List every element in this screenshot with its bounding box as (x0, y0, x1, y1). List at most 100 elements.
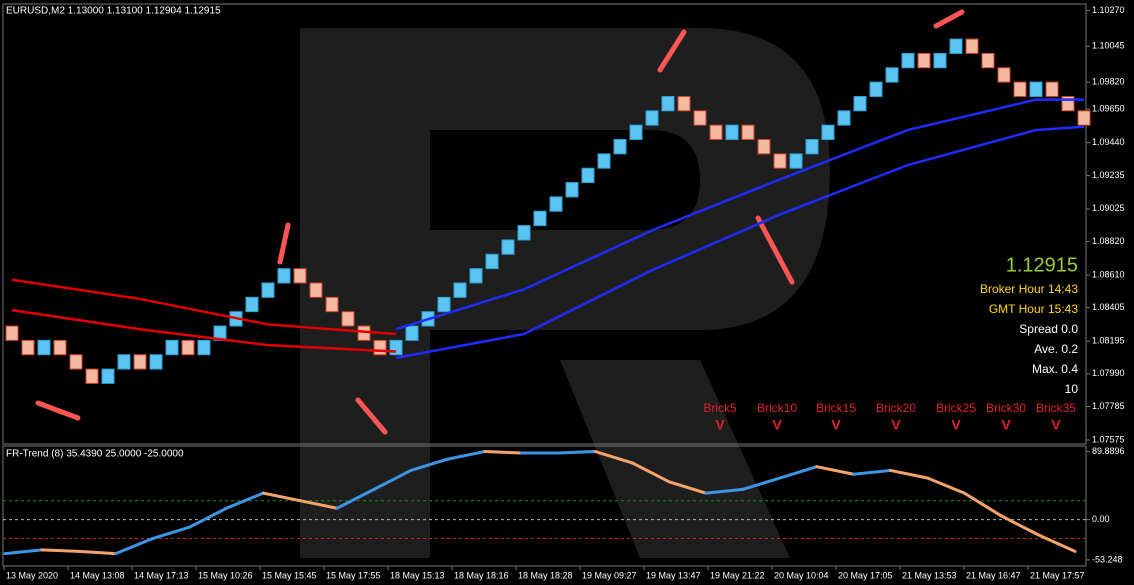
last-price: 1.12915 (1006, 254, 1078, 276)
brick-label: Brick10 (757, 401, 797, 415)
down-brick (21, 339, 35, 356)
up-brick (245, 296, 259, 313)
moving-average (11, 278, 397, 336)
down-brick (69, 354, 83, 370)
info-line: Max. 0.4 (1032, 362, 1078, 376)
y-tick-label: 1.07990 (1092, 368, 1125, 378)
y-tick-label: 1.08195 (1092, 336, 1125, 346)
moving-average (395, 98, 1084, 331)
down-brick (341, 311, 355, 327)
x-tick-label: 20 May 10:04 (774, 570, 829, 580)
down-brick (677, 95, 691, 112)
up-brick (837, 110, 851, 126)
up-brick (629, 124, 643, 141)
up-brick (117, 354, 131, 370)
up-brick (581, 167, 595, 184)
up-brick (821, 124, 835, 141)
indicator-segment (335, 487, 376, 510)
up-brick (549, 196, 563, 212)
y-tick-label: 1.07785 (1092, 401, 1125, 411)
down-brick (917, 52, 931, 69)
up-brick (597, 153, 611, 169)
down-brick (1013, 81, 1027, 97)
indicator-panel (2, 445, 1087, 567)
y-tick-label: -53.248 (1092, 554, 1123, 564)
up-brick (261, 282, 275, 298)
down-brick (709, 124, 723, 141)
up-brick (613, 139, 627, 155)
indicator-segment (667, 480, 708, 495)
down-brick (309, 282, 323, 298)
x-tick-label: 14 May 13:08 (70, 570, 125, 580)
down-brick (325, 296, 339, 313)
up-brick (645, 110, 659, 126)
info-line: Ave. 0.2 (1034, 342, 1078, 356)
down-brick (693, 110, 707, 126)
y-tick-label: 1.09650 (1092, 104, 1125, 114)
indicator-segment (446, 450, 487, 461)
up-brick (501, 239, 515, 255)
info-line: Spread 0.0 (1019, 322, 1078, 336)
y-tick-label: 1.09235 (1092, 170, 1125, 180)
brick-label: Brick30 (986, 401, 1026, 415)
indicator-segment (889, 468, 929, 480)
x-tick-label: 13 May 2020 (6, 570, 58, 580)
x-tick-label: 18 May 18:16 (454, 570, 509, 580)
brick-mark: V (1051, 417, 1061, 433)
y-tick-label: 1.09025 (1092, 203, 1125, 213)
up-brick (37, 339, 51, 356)
indicator-segment (1036, 533, 1077, 553)
indicator-segment (962, 491, 1003, 518)
x-tick-label: 15 May 15:45 (262, 570, 317, 580)
indicator-segment (3, 548, 44, 556)
down-brick (357, 325, 371, 341)
up-brick (101, 368, 115, 384)
up-brick (853, 95, 867, 112)
indicator-segment (741, 476, 782, 491)
brick-mark: V (715, 417, 725, 433)
brick-mark: V (951, 417, 961, 433)
y-tick-label: 1.10270 (1092, 5, 1125, 15)
y-tick-label: 1.08610 (1092, 269, 1125, 279)
brick-label: Brick20 (876, 401, 916, 415)
y-tick-label: 1.09820 (1092, 76, 1125, 86)
x-tick-label: 14 May 17:13 (134, 570, 189, 580)
x-tick-label: 20 May 17:05 (838, 570, 893, 580)
up-brick (869, 81, 883, 97)
up-brick (405, 325, 419, 341)
down-brick (53, 339, 67, 356)
brick-mark: V (772, 417, 782, 433)
x-tick-label: 19 May 09:27 (582, 570, 637, 580)
indicator-segment (77, 549, 118, 556)
down-brick (1045, 81, 1059, 97)
main-panel (2, 3, 1087, 445)
up-brick (901, 52, 915, 69)
down-brick (757, 139, 771, 155)
info-line: Broker Hour 14:43 (980, 282, 1078, 296)
y-tick-label: 1.09440 (1092, 137, 1125, 147)
indicator-segment (556, 450, 597, 455)
down-brick (133, 354, 147, 370)
down-brick (5, 325, 19, 341)
down-brick (773, 153, 787, 169)
down-brick (85, 368, 99, 384)
x-tick-label: 21 May 13:53 (902, 570, 957, 580)
down-brick (293, 268, 307, 284)
x-tick-label: 18 May 15:13 (390, 570, 445, 580)
brick-mark: V (891, 417, 901, 433)
indicator-segment (151, 525, 191, 541)
up-brick (661, 95, 675, 112)
x-tick-label: 15 May 10:26 (198, 570, 253, 580)
indicator-segment (704, 487, 745, 495)
indicator-segment (40, 548, 81, 553)
indicator-segment (298, 499, 339, 510)
info-line: GMT Hour 15:43 (989, 302, 1078, 316)
up-brick (149, 354, 163, 370)
brick-label: Brick5 (703, 401, 737, 415)
indicator-segment (261, 491, 302, 503)
indicator-segment (778, 465, 819, 480)
down-brick (981, 52, 995, 69)
up-brick (469, 268, 483, 284)
up-brick (949, 38, 963, 54)
